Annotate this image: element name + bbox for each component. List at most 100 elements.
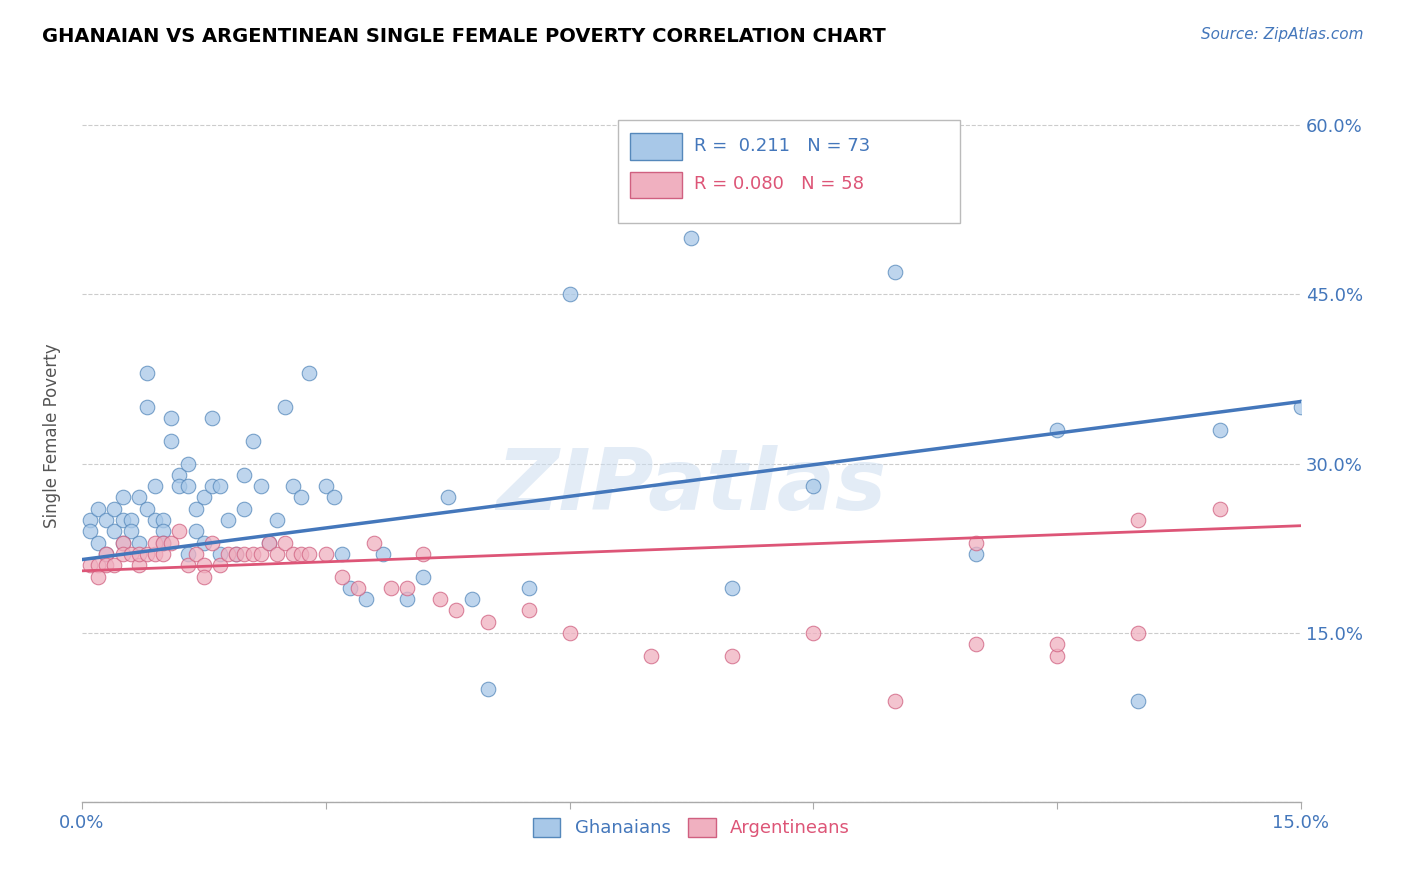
Point	[176, 547, 198, 561]
Point	[209, 479, 232, 493]
Point	[517, 581, 540, 595]
Point	[290, 491, 312, 505]
Point	[111, 535, 134, 549]
Point	[721, 581, 744, 595]
Point	[517, 603, 540, 617]
FancyBboxPatch shape	[619, 120, 959, 223]
Point	[111, 535, 134, 549]
Text: ZIPatlas: ZIPatlas	[496, 445, 887, 528]
Point	[96, 547, 118, 561]
Point	[120, 524, 142, 539]
Point	[266, 547, 288, 561]
Point	[152, 524, 174, 539]
Point	[315, 547, 337, 561]
FancyBboxPatch shape	[630, 133, 682, 160]
Point	[193, 558, 215, 573]
Point	[201, 411, 224, 425]
Point	[79, 558, 101, 573]
Point	[160, 434, 183, 448]
Point	[176, 558, 198, 573]
Point	[444, 603, 467, 617]
Point	[111, 513, 134, 527]
Point	[461, 592, 484, 607]
Point	[217, 513, 239, 527]
Point	[136, 400, 159, 414]
Point	[356, 592, 378, 607]
Point	[558, 626, 581, 640]
Point	[79, 513, 101, 527]
Text: R = 0.080   N = 58: R = 0.080 N = 58	[695, 176, 863, 194]
Point	[412, 569, 434, 583]
Point	[193, 535, 215, 549]
Point	[477, 682, 499, 697]
Point	[152, 547, 174, 561]
Point	[883, 265, 905, 279]
Point	[283, 547, 305, 561]
Point	[136, 367, 159, 381]
Point	[257, 535, 280, 549]
Point	[801, 479, 824, 493]
Point	[477, 615, 499, 629]
Point	[143, 535, 166, 549]
Point	[274, 400, 297, 414]
Point	[136, 547, 159, 561]
Point	[193, 491, 215, 505]
Point	[339, 581, 361, 595]
Point	[128, 491, 150, 505]
Point	[225, 547, 247, 561]
Point	[1046, 648, 1069, 663]
Point	[184, 524, 207, 539]
Point	[120, 547, 142, 561]
Point	[257, 535, 280, 549]
Point	[201, 535, 224, 549]
Point	[128, 558, 150, 573]
Point	[330, 547, 353, 561]
Point	[209, 547, 232, 561]
Point	[233, 467, 256, 482]
Point	[395, 592, 418, 607]
Point	[1128, 513, 1150, 527]
Point	[429, 592, 451, 607]
Point	[721, 648, 744, 663]
Point	[143, 479, 166, 493]
Y-axis label: Single Female Poverty: Single Female Poverty	[44, 343, 60, 528]
Point	[184, 547, 207, 561]
Point	[395, 581, 418, 595]
Point	[436, 491, 458, 505]
Point	[1046, 637, 1069, 651]
Point	[330, 569, 353, 583]
Point	[96, 547, 118, 561]
Point	[965, 547, 987, 561]
Point	[169, 524, 191, 539]
Point	[322, 491, 344, 505]
Point	[242, 434, 264, 448]
Point	[87, 501, 110, 516]
Point	[87, 535, 110, 549]
Point	[1128, 626, 1150, 640]
Point	[120, 513, 142, 527]
Point	[1208, 501, 1230, 516]
Point	[274, 535, 297, 549]
Point	[412, 547, 434, 561]
Point	[801, 626, 824, 640]
Point	[152, 513, 174, 527]
Text: R =  0.211   N = 73: R = 0.211 N = 73	[695, 137, 870, 155]
Text: Source: ZipAtlas.com: Source: ZipAtlas.com	[1201, 27, 1364, 42]
Point	[103, 558, 125, 573]
Point	[363, 535, 385, 549]
Point	[681, 231, 703, 245]
Point	[347, 581, 370, 595]
Point	[160, 535, 183, 549]
Point	[201, 479, 224, 493]
Point	[87, 569, 110, 583]
Point	[233, 547, 256, 561]
Point	[143, 513, 166, 527]
Point	[242, 547, 264, 561]
Point	[315, 479, 337, 493]
Point	[152, 535, 174, 549]
Point	[883, 694, 905, 708]
Point	[169, 479, 191, 493]
Point	[160, 411, 183, 425]
Point	[1128, 694, 1150, 708]
Point	[128, 547, 150, 561]
